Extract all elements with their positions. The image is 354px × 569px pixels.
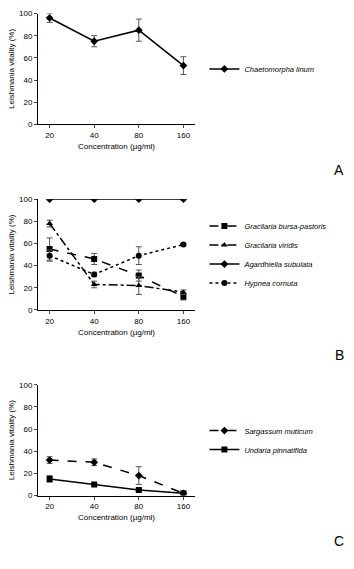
svg-text:Concentration (µg/ml): Concentration (µg/ml): [78, 142, 155, 151]
svg-text:Concentration (µg/ml): Concentration (µg/ml): [78, 328, 155, 337]
svg-text:20: 20: [45, 131, 54, 140]
svg-text:Hypnea cornuta: Hypnea cornuta: [244, 279, 297, 288]
svg-text:C: C: [334, 533, 344, 549]
svg-text:0: 0: [28, 491, 33, 500]
svg-text:40: 40: [90, 317, 99, 326]
svg-text:100: 100: [19, 9, 33, 18]
svg-text:100: 100: [19, 381, 33, 390]
svg-text:Leishmania vitality (%): Leishmania vitality (%): [7, 214, 16, 294]
svg-text:Leishmania vitality (%): Leishmania vitality (%): [7, 29, 16, 109]
svg-text:Gracilaria bursa-pastoris: Gracilaria bursa-pastoris: [244, 222, 326, 231]
svg-text:80: 80: [23, 403, 32, 412]
svg-text:100: 100: [19, 195, 33, 204]
svg-text:20: 20: [45, 317, 54, 326]
svg-text:0: 0: [28, 120, 33, 129]
svg-text:160: 160: [177, 131, 191, 140]
svg-text:40: 40: [23, 76, 32, 85]
svg-text:80: 80: [134, 502, 143, 511]
svg-text:160: 160: [177, 317, 191, 326]
svg-text:0: 0: [28, 306, 33, 315]
svg-text:40: 40: [23, 261, 32, 270]
svg-text:20: 20: [23, 284, 32, 293]
svg-text:20: 20: [23, 469, 32, 478]
svg-text:20: 20: [45, 502, 54, 511]
svg-text:Chaetomorpha linum: Chaetomorpha linum: [244, 65, 314, 74]
svg-text:Sargassum muticum: Sargassum muticum: [244, 427, 312, 436]
svg-text:80: 80: [23, 32, 32, 41]
svg-text:40: 40: [90, 131, 99, 140]
svg-text:Undaria pinnatifida: Undaria pinnatifida: [244, 446, 307, 455]
svg-text:40: 40: [23, 447, 32, 456]
svg-text:80: 80: [134, 131, 143, 140]
svg-text:B: B: [335, 347, 344, 363]
svg-text:60: 60: [23, 54, 32, 63]
svg-text:Concentration (µg/ml): Concentration (µg/ml): [78, 513, 155, 522]
svg-text:160: 160: [177, 502, 191, 511]
svg-text:80: 80: [23, 217, 32, 226]
svg-text:40: 40: [90, 502, 99, 511]
svg-text:Leishmania vitality (%): Leishmania vitality (%): [7, 400, 16, 480]
svg-text:60: 60: [23, 425, 32, 434]
svg-text:Agardhiella subulata: Agardhiella subulata: [243, 260, 312, 269]
svg-text:20: 20: [23, 98, 32, 107]
svg-text:A: A: [334, 162, 344, 178]
svg-text:80: 80: [134, 317, 143, 326]
svg-text:Gracilaria viridis: Gracilaria viridis: [244, 241, 298, 250]
svg-text:60: 60: [23, 239, 32, 248]
